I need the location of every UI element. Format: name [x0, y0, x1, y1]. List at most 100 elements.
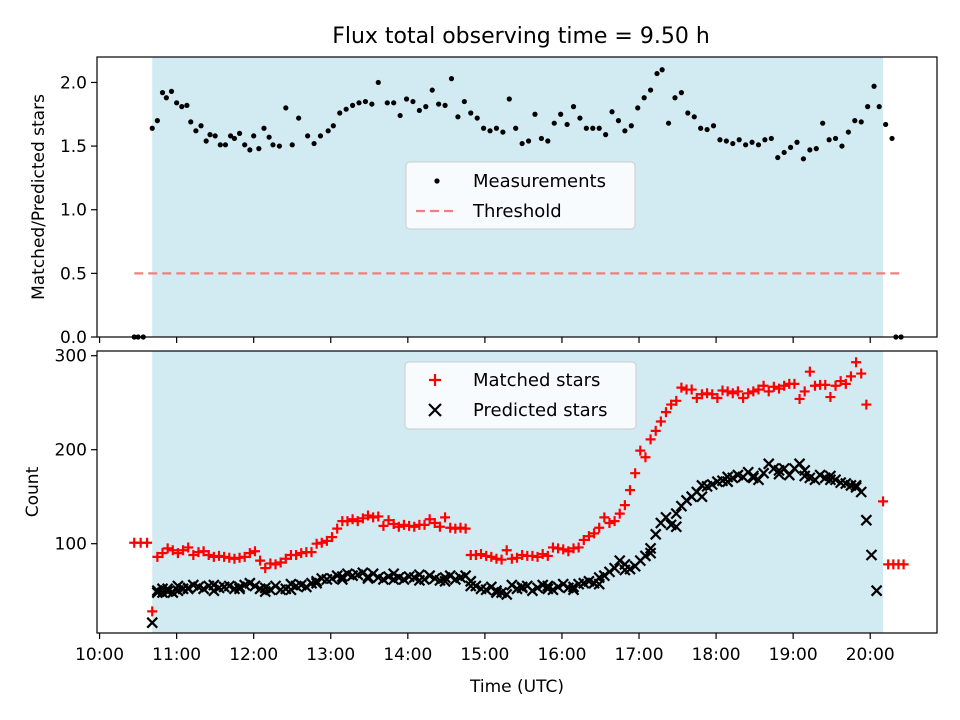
matched-stars-point: [512, 552, 522, 563]
measurement-point: [871, 83, 877, 89]
predicted-stars-point: [285, 583, 297, 596]
predicted-stars-point: [644, 547, 657, 559]
matched-stars-point: [188, 549, 199, 560]
matched-stars-point: [727, 388, 738, 399]
matched-stars-point: [789, 378, 800, 389]
matched-stars-point: [563, 546, 574, 557]
matched-stars-point: [625, 485, 636, 496]
measurement-point: [506, 96, 512, 102]
predicted-stars-point: [387, 573, 400, 586]
measurement-point: [474, 115, 480, 121]
predicted-stars-point: [413, 574, 426, 587]
y-tick-label: 0.0: [60, 328, 87, 348]
matched-stars-point: [147, 606, 158, 617]
measurement-point: [193, 128, 199, 134]
matched-stars-point: [342, 516, 353, 527]
matched-stars-point: [851, 357, 862, 368]
matched-stars-point: [321, 535, 332, 546]
legend-plus-marker: [429, 374, 441, 386]
matched-stars-point: [280, 553, 291, 564]
measurement-point: [247, 147, 253, 153]
measurement-point: [236, 130, 243, 136]
x-tick-label: 12:00: [229, 645, 278, 665]
y-tick-label: 1.0: [60, 201, 87, 221]
measurement-point: [397, 112, 403, 119]
matched-stars-point: [712, 393, 723, 403]
measurement-point: [775, 154, 781, 161]
predicted-stars-point: [850, 479, 862, 492]
matched-stars-point: [763, 386, 774, 397]
predicted-stars-points: [146, 458, 883, 629]
matched-stars-point: [845, 371, 856, 382]
matched-stars-point: [249, 546, 260, 557]
predicted-stars-point: [336, 573, 349, 586]
predicted-stars-point: [516, 582, 528, 594]
measurement-point: [519, 140, 525, 147]
measurement-point: [455, 114, 461, 120]
matched-stars-point: [270, 559, 281, 570]
measurement-point: [678, 90, 685, 96]
x-axis-ticks: [98, 337, 871, 343]
matched-stars-point: [686, 384, 697, 395]
measurement-point: [207, 132, 213, 138]
matched-stars-point: [244, 548, 255, 559]
matched-stars-point: [347, 514, 358, 525]
measurement-point: [813, 146, 819, 152]
matched-stars-point: [707, 389, 718, 400]
measurement-point: [800, 156, 807, 162]
measurement-point: [337, 110, 343, 116]
predicted-stars-point: [619, 564, 631, 576]
y-tick-label: 200: [55, 441, 87, 461]
matched-stars-point: [589, 528, 600, 539]
measurement-point: [468, 110, 474, 116]
predicted-stars-point: [233, 583, 246, 595]
matched-stars-point: [352, 516, 363, 527]
matched-stars-point: [332, 523, 343, 534]
predicted-stars-point: [721, 475, 734, 488]
x-tick-label: 15:00: [460, 645, 509, 665]
matched-stars-point: [378, 520, 389, 531]
matched-stars-point: [178, 545, 189, 556]
measurement-point: [525, 138, 532, 144]
count-panel-frame: [96, 350, 938, 634]
matched-stars-point: [825, 392, 836, 403]
x-tick-label: 17:00: [615, 645, 664, 665]
measurement-point: [570, 104, 577, 110]
matched-stars-point: [614, 508, 625, 519]
measurement-point: [217, 142, 223, 148]
matched-stars-point: [537, 549, 548, 560]
measurement-point: [222, 142, 229, 148]
predicted-stars-point: [362, 572, 374, 585]
measurement-point: [603, 132, 609, 138]
measurement-point: [820, 120, 826, 126]
measurement-point: [362, 98, 369, 105]
matched-stars-point: [357, 513, 368, 524]
y-tick-label: 100: [55, 535, 87, 555]
measurement-point: [369, 101, 375, 107]
measurement-point: [807, 147, 813, 153]
measurement-point: [159, 90, 166, 96]
predicted-stars-point: [865, 549, 878, 561]
matched-stars-point: [162, 543, 173, 554]
matched-stars-point: [604, 518, 615, 529]
matched-stars-point: [542, 550, 553, 561]
measurement-point: [654, 70, 660, 77]
measurement-point: [184, 102, 190, 108]
measurement-point: [174, 100, 180, 106]
matched-stars-point: [578, 534, 589, 545]
measurement-point: [794, 139, 800, 145]
measurement-point: [410, 98, 416, 105]
matched-stars-point: [640, 452, 651, 463]
measurement-point: [493, 125, 500, 131]
measurement-point: [730, 140, 736, 147]
y-tick-label: 1.5: [60, 137, 87, 157]
measurement-point: [429, 87, 435, 93]
measurement-point: [622, 128, 628, 134]
legend-label: Predicted stars: [473, 400, 607, 421]
measurement-point: [743, 142, 749, 148]
matched-stars-point: [440, 512, 451, 523]
predicted-stars-point: [824, 474, 837, 486]
measurement-point: [343, 106, 349, 112]
matched-stars-point: [152, 551, 163, 562]
